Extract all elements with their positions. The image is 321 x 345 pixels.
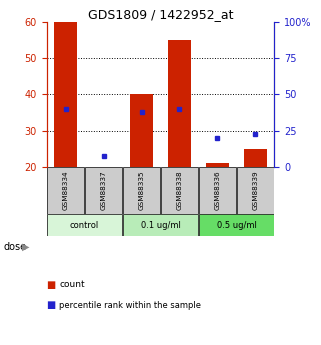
Text: percentile rank within the sample: percentile rank within the sample	[59, 301, 201, 310]
Text: dose: dose	[3, 242, 26, 252]
Text: GSM88339: GSM88339	[252, 170, 258, 210]
Bar	[85, 167, 122, 214]
Text: GSM88334: GSM88334	[63, 170, 69, 210]
Bar	[123, 167, 160, 214]
Bar	[54, 22, 77, 167]
Text: ■: ■	[47, 300, 56, 310]
Bar	[244, 148, 267, 167]
Bar	[161, 167, 198, 214]
Bar	[199, 214, 274, 236]
Text: GSM88338: GSM88338	[177, 170, 183, 210]
Text: 0.5 ug/ml: 0.5 ug/ml	[217, 220, 256, 229]
Bar	[47, 167, 84, 214]
Title: GDS1809 / 1422952_at: GDS1809 / 1422952_at	[88, 8, 233, 21]
Bar	[47, 214, 122, 236]
Bar	[130, 95, 153, 167]
Text: GSM88336: GSM88336	[214, 170, 221, 210]
Bar	[123, 214, 198, 236]
Text: ▶: ▶	[22, 242, 29, 252]
Bar	[237, 167, 274, 214]
Text: ■: ■	[47, 280, 56, 289]
Bar	[206, 163, 229, 167]
Text: count: count	[59, 280, 85, 289]
Text: 0.1 ug/ml: 0.1 ug/ml	[141, 220, 180, 229]
Text: GSM88335: GSM88335	[138, 170, 144, 210]
Text: GSM88337: GSM88337	[100, 170, 107, 210]
Bar	[168, 40, 191, 167]
Bar	[199, 167, 236, 214]
Text: control: control	[70, 220, 99, 229]
